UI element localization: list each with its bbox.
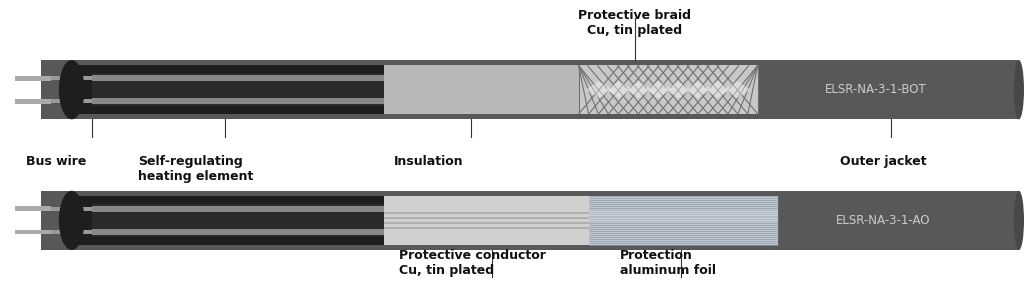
Polygon shape [626,81,652,98]
Polygon shape [724,81,751,98]
Bar [20,207,92,211]
Bar [589,196,778,245]
Bar [589,210,778,222]
Polygon shape [586,81,612,98]
Bar [92,206,384,212]
Text: Bus wire: Bus wire [26,155,86,168]
Bar [20,76,92,80]
Bar [92,204,384,237]
Bar [15,206,51,211]
Bar [579,65,758,114]
Text: Self-regulating
heating element: Self-regulating heating element [138,155,254,183]
Bar [72,65,384,114]
Polygon shape [665,81,691,98]
Bar [15,76,51,81]
Bar [15,230,51,234]
Ellipse shape [59,191,84,250]
Ellipse shape [1014,60,1024,119]
Text: Outer jacket: Outer jacket [840,155,927,168]
Polygon shape [645,81,672,98]
Bar [20,99,92,103]
Text: Protective braid
Cu, tin plated: Protective braid Cu, tin plated [579,9,691,37]
Bar [92,98,384,104]
Polygon shape [605,81,632,98]
Polygon shape [684,81,711,98]
Bar [41,60,1019,119]
Text: Protection
aluminum foil: Protection aluminum foil [620,249,716,277]
Bar [20,230,92,234]
Text: ELSR-NA-3-1-AO: ELSR-NA-3-1-AO [836,214,930,227]
Ellipse shape [1014,191,1024,250]
Bar [92,229,384,235]
Text: Protective conductor
Cu, tin plated: Protective conductor Cu, tin plated [399,249,546,277]
Bar [384,227,589,229]
Bar [92,73,384,106]
Bar [92,65,758,114]
Text: Insulation: Insulation [394,155,464,168]
Bar [92,196,778,245]
Polygon shape [705,81,731,98]
Bar [72,196,384,245]
Bar [92,75,384,81]
Bar [384,196,589,245]
Ellipse shape [59,60,84,119]
Bar [384,222,589,224]
Bar [384,212,589,214]
Bar [15,99,51,104]
Text: ELSR-NA-3-1-BOT: ELSR-NA-3-1-BOT [824,83,927,96]
Bar [384,217,589,219]
Bar [41,191,1019,250]
